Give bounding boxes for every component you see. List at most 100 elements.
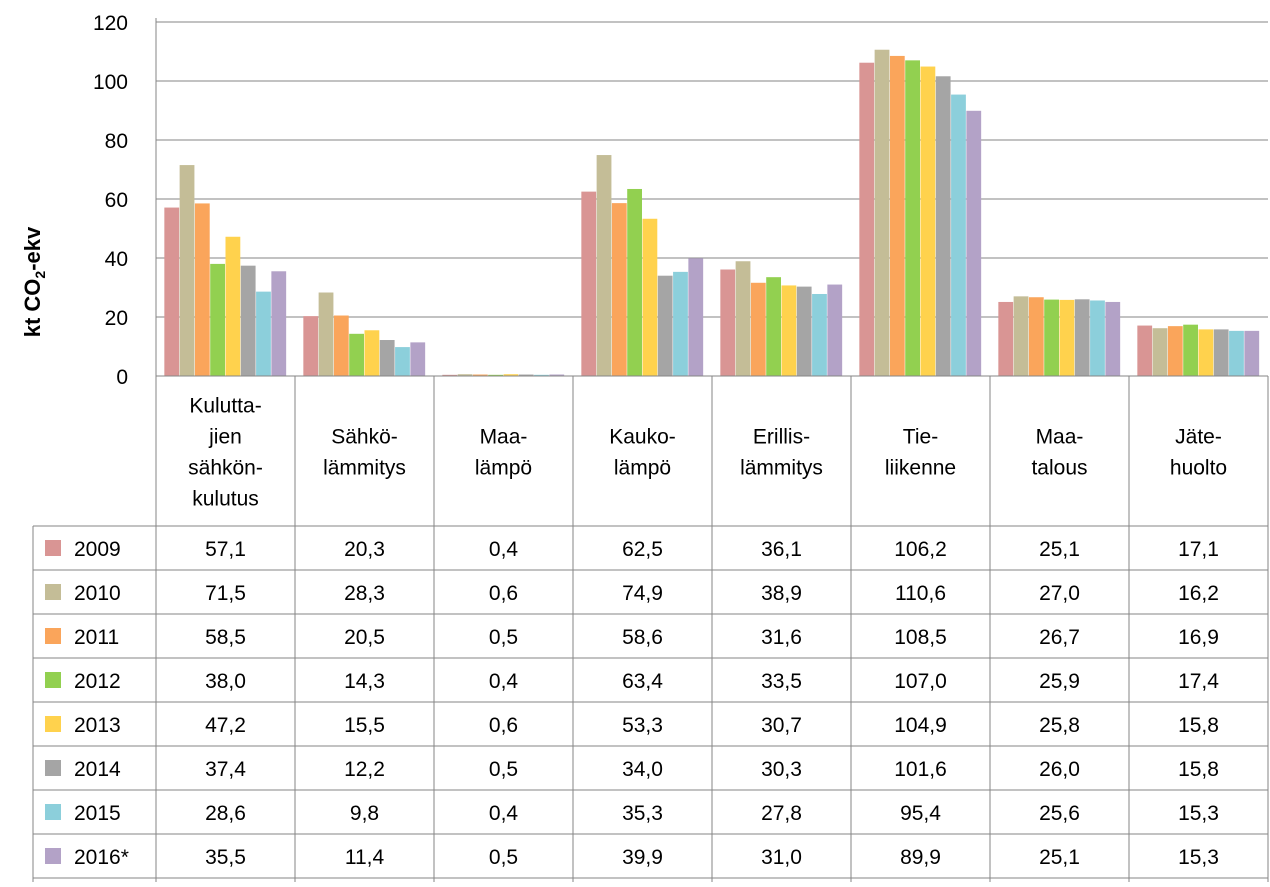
- data-label: 36,1: [761, 538, 802, 561]
- bar-2015-2: [534, 374, 549, 376]
- legend-label: 2012: [74, 670, 121, 693]
- legend-swatch-2012: [45, 672, 61, 688]
- data-label: 26,0: [1039, 758, 1080, 781]
- x-category-label: Erillis-: [753, 426, 810, 449]
- bar-2012-0: [210, 263, 225, 376]
- data-label: 9,8: [350, 802, 379, 825]
- data-label: 31,0: [761, 846, 802, 869]
- x-category-label: lämmitys: [740, 457, 823, 480]
- bar-2011-0: [194, 203, 210, 376]
- bar-2012-5: [905, 60, 920, 376]
- bar-2015-0: [256, 291, 271, 376]
- bar-2012-3: [627, 188, 642, 376]
- data-label: 14,3: [344, 670, 385, 693]
- data-label: 33,5: [761, 670, 802, 693]
- data-label: 0,4: [489, 670, 519, 693]
- data-label: 107,0: [894, 670, 947, 693]
- bar-2010-1: [318, 292, 334, 376]
- data-label: 25,1: [1039, 846, 1080, 869]
- x-category-label: Maa-: [480, 426, 528, 449]
- bar-2012-7: [1183, 324, 1198, 376]
- bar-2011-6: [1028, 297, 1044, 376]
- data-label: 25,6: [1039, 802, 1080, 825]
- data-label: 20,3: [344, 538, 385, 561]
- bar-2013-3: [642, 218, 658, 376]
- data-label: 15,8: [1178, 758, 1219, 781]
- legend-label: 2015: [74, 802, 121, 825]
- bar-2016-7: [1244, 330, 1260, 376]
- bar-2012-4: [766, 277, 781, 376]
- bar-2011-1: [333, 315, 349, 376]
- data-label: 28,3: [344, 582, 385, 605]
- y-tick-label: 0: [116, 366, 128, 389]
- legend-label: 2011: [74, 626, 119, 649]
- bar-2011-5: [889, 55, 905, 377]
- data-label: 38,0: [205, 670, 246, 693]
- bar-2016-4: [827, 284, 843, 376]
- data-label: 63,4: [622, 670, 663, 693]
- legend-swatch-2016: [45, 848, 61, 864]
- x-category-label: lämpö: [614, 457, 671, 480]
- data-label: 108,5: [894, 626, 947, 649]
- x-category-label: Sähkö-: [331, 426, 398, 449]
- bar-2013-6: [1059, 299, 1075, 376]
- data-label: 35,3: [622, 802, 663, 825]
- data-label: 20,5: [344, 626, 385, 649]
- bar-2009-2: [442, 374, 458, 376]
- y-tick-label: 80: [105, 130, 128, 153]
- data-label: 58,5: [205, 626, 246, 649]
- data-label: 47,2: [205, 714, 246, 737]
- data-label: 0,5: [489, 626, 518, 649]
- bar-2016-5: [966, 110, 982, 377]
- bar-2010-6: [1013, 296, 1029, 376]
- legend-label: 2014: [74, 758, 121, 781]
- data-label: 0,5: [489, 846, 518, 869]
- bar-2014-5: [935, 76, 951, 376]
- data-label: 31,6: [761, 626, 802, 649]
- data-label: 58,6: [622, 626, 663, 649]
- bar-2015-4: [812, 293, 827, 376]
- data-label: 0,5: [489, 758, 518, 781]
- x-category-label: Tie-: [903, 426, 938, 449]
- bar-2013-7: [1198, 329, 1214, 376]
- data-label: 30,3: [761, 758, 802, 781]
- bar-2011-3: [611, 203, 627, 376]
- x-category-label: Jäte-: [1175, 426, 1222, 449]
- bar-2010-2: [457, 374, 473, 376]
- x-category-label: Maa-: [1036, 426, 1084, 449]
- data-label: 53,3: [622, 714, 663, 737]
- bar-2011-2: [472, 374, 488, 376]
- x-category-label: kulutus: [192, 488, 259, 511]
- data-label: 15,5: [344, 714, 385, 737]
- bar-2012-2: [488, 374, 503, 376]
- data-label: 27,0: [1039, 582, 1080, 605]
- data-label: 62,5: [622, 538, 663, 561]
- data-label: 17,4: [1178, 670, 1219, 693]
- bar-2011-4: [750, 282, 766, 376]
- data-label: 0,4: [489, 538, 519, 561]
- y-tick-label: 20: [105, 307, 128, 330]
- data-label: 27,8: [761, 802, 802, 825]
- bar-2016-3: [688, 258, 704, 376]
- bar-2009-7: [1137, 325, 1153, 376]
- data-label: 25,8: [1039, 714, 1080, 737]
- bar-2014-1: [379, 340, 395, 376]
- data-label: 110,6: [895, 582, 946, 605]
- bar-2009-6: [998, 301, 1014, 376]
- legend-swatch-2009: [45, 540, 61, 556]
- x-category-label: huolto: [1170, 457, 1227, 480]
- legend-label: 2010: [74, 582, 121, 605]
- data-label: 74,9: [622, 582, 663, 605]
- bar-2013-2: [503, 374, 519, 376]
- x-category-label: jien: [208, 426, 242, 449]
- data-label: 17,1: [1178, 538, 1219, 561]
- legend-swatch-2015: [45, 804, 61, 820]
- bar-2013-5: [920, 66, 936, 377]
- bar-2014-2: [518, 374, 534, 376]
- data-label: 25,1: [1039, 538, 1080, 561]
- bar-2016-6: [1105, 301, 1121, 376]
- legend-swatch-2013: [45, 716, 61, 732]
- x-category-label: lämpö: [475, 457, 532, 480]
- y-axis-title: kt CO2-ekv: [20, 226, 48, 337]
- legend-label: 2013: [74, 714, 121, 737]
